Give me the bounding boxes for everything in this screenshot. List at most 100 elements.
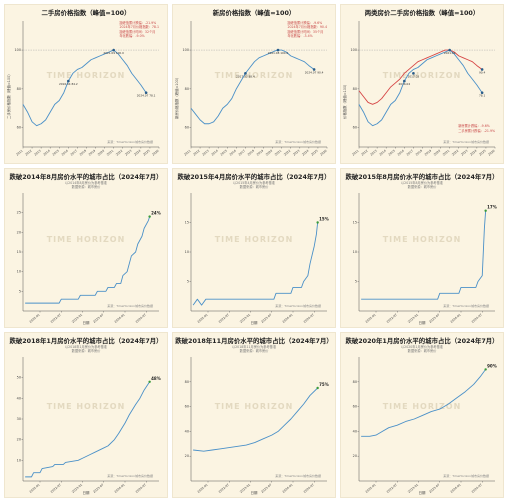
x-tick-label: 2012 (192, 149, 200, 157)
series-line (193, 387, 318, 452)
x-tick-label: 2011 (183, 149, 191, 157)
source-note: 来源：TimeHorizon城市房价数据 (107, 304, 153, 308)
panel-below-2014-08: 跌破2014年8月房价水平的城市占比（2024年7月） 以2014年8月房价为参考… (4, 168, 168, 328)
y-tick-label: 15 (17, 250, 21, 254)
highlight-point (112, 48, 115, 52)
x-tick-label: 2015 (219, 149, 227, 157)
chart-subtitle: 以2018年1月房价为参考基准 数据来源：城市房价 (64, 345, 107, 354)
watermark: TIME HORIZON (382, 71, 462, 81)
x-tick-label: 2014 (42, 149, 50, 157)
chart-subtitle: 以2020年1月房价为参考基准 数据来源：城市房价 (400, 345, 443, 354)
chart-title: 跌破2018年1月房价水平的城市占比（2024年7月） (9, 337, 163, 345)
chart-subtitle: 以2015年8月房价为参考基准 数据来源：城市房价 (400, 181, 443, 190)
panel-below-2020-01: 跌破2020年1月房价水平的城市占比（2024年7月） 以2020年1月房价为参考… (340, 332, 504, 498)
series-line (358, 49, 483, 105)
x-tick-label: 2022-07 (50, 313, 62, 324)
y-tick-label: 20 (185, 454, 189, 458)
chart-canvas: 10 20 30 40 50 2022-01 2022-07 2023-01 2023-07 20… (17, 357, 161, 494)
x-tick-label: 2016 (397, 149, 405, 157)
x-tick-label: 2024-07 (471, 483, 483, 494)
end-value-label: 17% (487, 205, 497, 210)
end-value-label: 24% (151, 211, 161, 216)
x-tick-label: 2023 (460, 149, 468, 157)
watermark: TIME HORIZON (46, 235, 126, 245)
point-label: 2016.04 (399, 82, 411, 86)
y-tick-label: 60 (353, 405, 357, 409)
x-tick-label: 2022-01 (364, 313, 376, 324)
panel-secondhand-index: 二手房价格指数（峰值=100） TIME HORIZON 二手房价格指数（峰值=10… (4, 4, 168, 164)
x-tick-label: 2022-07 (386, 483, 398, 494)
end-point-marker (148, 215, 151, 218)
y-tick-label: 60 (185, 126, 189, 130)
chart-title: 两类房价二手房价格指数（峰值=100） (364, 9, 480, 17)
axes (358, 193, 495, 312)
axes (22, 21, 159, 148)
x-tick-label: 2023-07 (428, 483, 440, 494)
x-tick-label: 2023-07 (428, 313, 440, 324)
x-tick-label: 2018 (415, 149, 423, 157)
series-line (22, 49, 147, 127)
y-tick-label: 20 (17, 438, 21, 442)
x-tick-label: 2013 (369, 149, 377, 157)
watermark: TIME HORIZON (46, 401, 126, 411)
y-tick-label: 5 (19, 289, 21, 293)
point-label: 2017.03 (408, 74, 420, 78)
highlight-point (244, 72, 247, 75)
chart-subtitle: 以2014年8月房价为参考基准 数据来源：城市房价 (64, 181, 107, 190)
y-tick-label: 10 (185, 250, 189, 254)
x-axis-label: 日期 (82, 491, 90, 495)
chart-title: 跌破2015年8月房价水平的城市占比（2024年7月） (345, 173, 499, 181)
point-label: 2024.07 78.1 (137, 94, 156, 98)
chart-title: 跌破2015年4月房价水平的城市占比（2024年7月） (177, 173, 331, 181)
chart-canvas: 20 40 60 80 2022-01 2022-07 2023-01 2023-07 2024… (353, 357, 497, 494)
source-note: 来源：TimeHorizon城市房价数据 (443, 304, 489, 308)
y-tick-label: 80 (185, 87, 189, 91)
x-tick-label: 2022-07 (218, 313, 230, 324)
source-note: 来源：TimeHorizon城市房价数据 (443, 140, 489, 144)
end-value-label: 75% (319, 382, 329, 387)
stats-note: 距峰值累计跌幅：-9.6% 2024年7月价格指数：90.4 距峰值累计时间：3… (287, 21, 327, 38)
y-tick-label: 50 (17, 376, 21, 380)
x-tick-label: 2016 (229, 149, 237, 157)
x-tick-label: 2017 (70, 149, 78, 157)
axes (190, 193, 327, 312)
point-label: 2024.07 90.4 (305, 70, 324, 74)
x-tick-label: 2023-07 (92, 313, 104, 324)
y-tick-label: 40 (17, 396, 21, 400)
end-point-marker (484, 368, 487, 371)
chart-title: 新房价格指数（峰值=100） (212, 9, 296, 17)
chart-canvas: 20 40 60 80 2022-01 2022-07 2023-01 2023-07 2024… (185, 357, 329, 494)
y-tick-label: 40 (185, 429, 189, 433)
panel-combined-index: 两类房价二手房价格指数（峰值=100） TIME HORIZON 价格指数（峰值=1… (340, 4, 504, 164)
series-line (361, 369, 487, 437)
panel-newhouse-index: 新房价格指数（峰值=100） TIME HORIZON 新房价格指数（峰值=100）… (172, 4, 336, 164)
x-tick-label: 2022-01 (364, 483, 376, 494)
point-label: 2021.09 100.0 (103, 51, 124, 55)
x-tick-label: 2019 (256, 149, 264, 157)
x-tick-label: 2024-07 (303, 483, 315, 494)
x-tick-label: 2024-01 (113, 483, 125, 494)
x-tick-label: 2024-07 (135, 483, 147, 494)
highlight-point (480, 91, 484, 95)
x-tick-label: 2024-01 (113, 313, 125, 324)
highlight-point (448, 48, 451, 52)
x-axis-label: 日期 (250, 321, 258, 325)
series-line (25, 216, 151, 304)
y-tick-label: 25 (17, 211, 21, 215)
x-tick-label: 2024-07 (135, 313, 147, 324)
x-tick-label: 2022 (115, 149, 123, 157)
x-tick-label: 2016 (61, 149, 69, 157)
y-tick-label: 60 (353, 126, 357, 130)
watermark: TIME HORIZON (214, 235, 294, 245)
x-tick-label: 2025 (142, 149, 150, 157)
y-tick-label: 15 (353, 221, 357, 225)
y-tick-label: 10 (17, 458, 21, 462)
x-tick-label: 2012 (24, 149, 32, 157)
source-note: 来源：TimeHorizon城市房价数据 (107, 474, 153, 478)
x-tick-label: 2022 (283, 149, 291, 157)
x-tick-label: 2011 (15, 149, 23, 157)
x-tick-label: 2015 (387, 149, 395, 157)
chart-title: 跌破2014年8月房价水平的城市占比（2024年7月） (9, 173, 163, 181)
point-label: 2021.09 (444, 51, 456, 55)
